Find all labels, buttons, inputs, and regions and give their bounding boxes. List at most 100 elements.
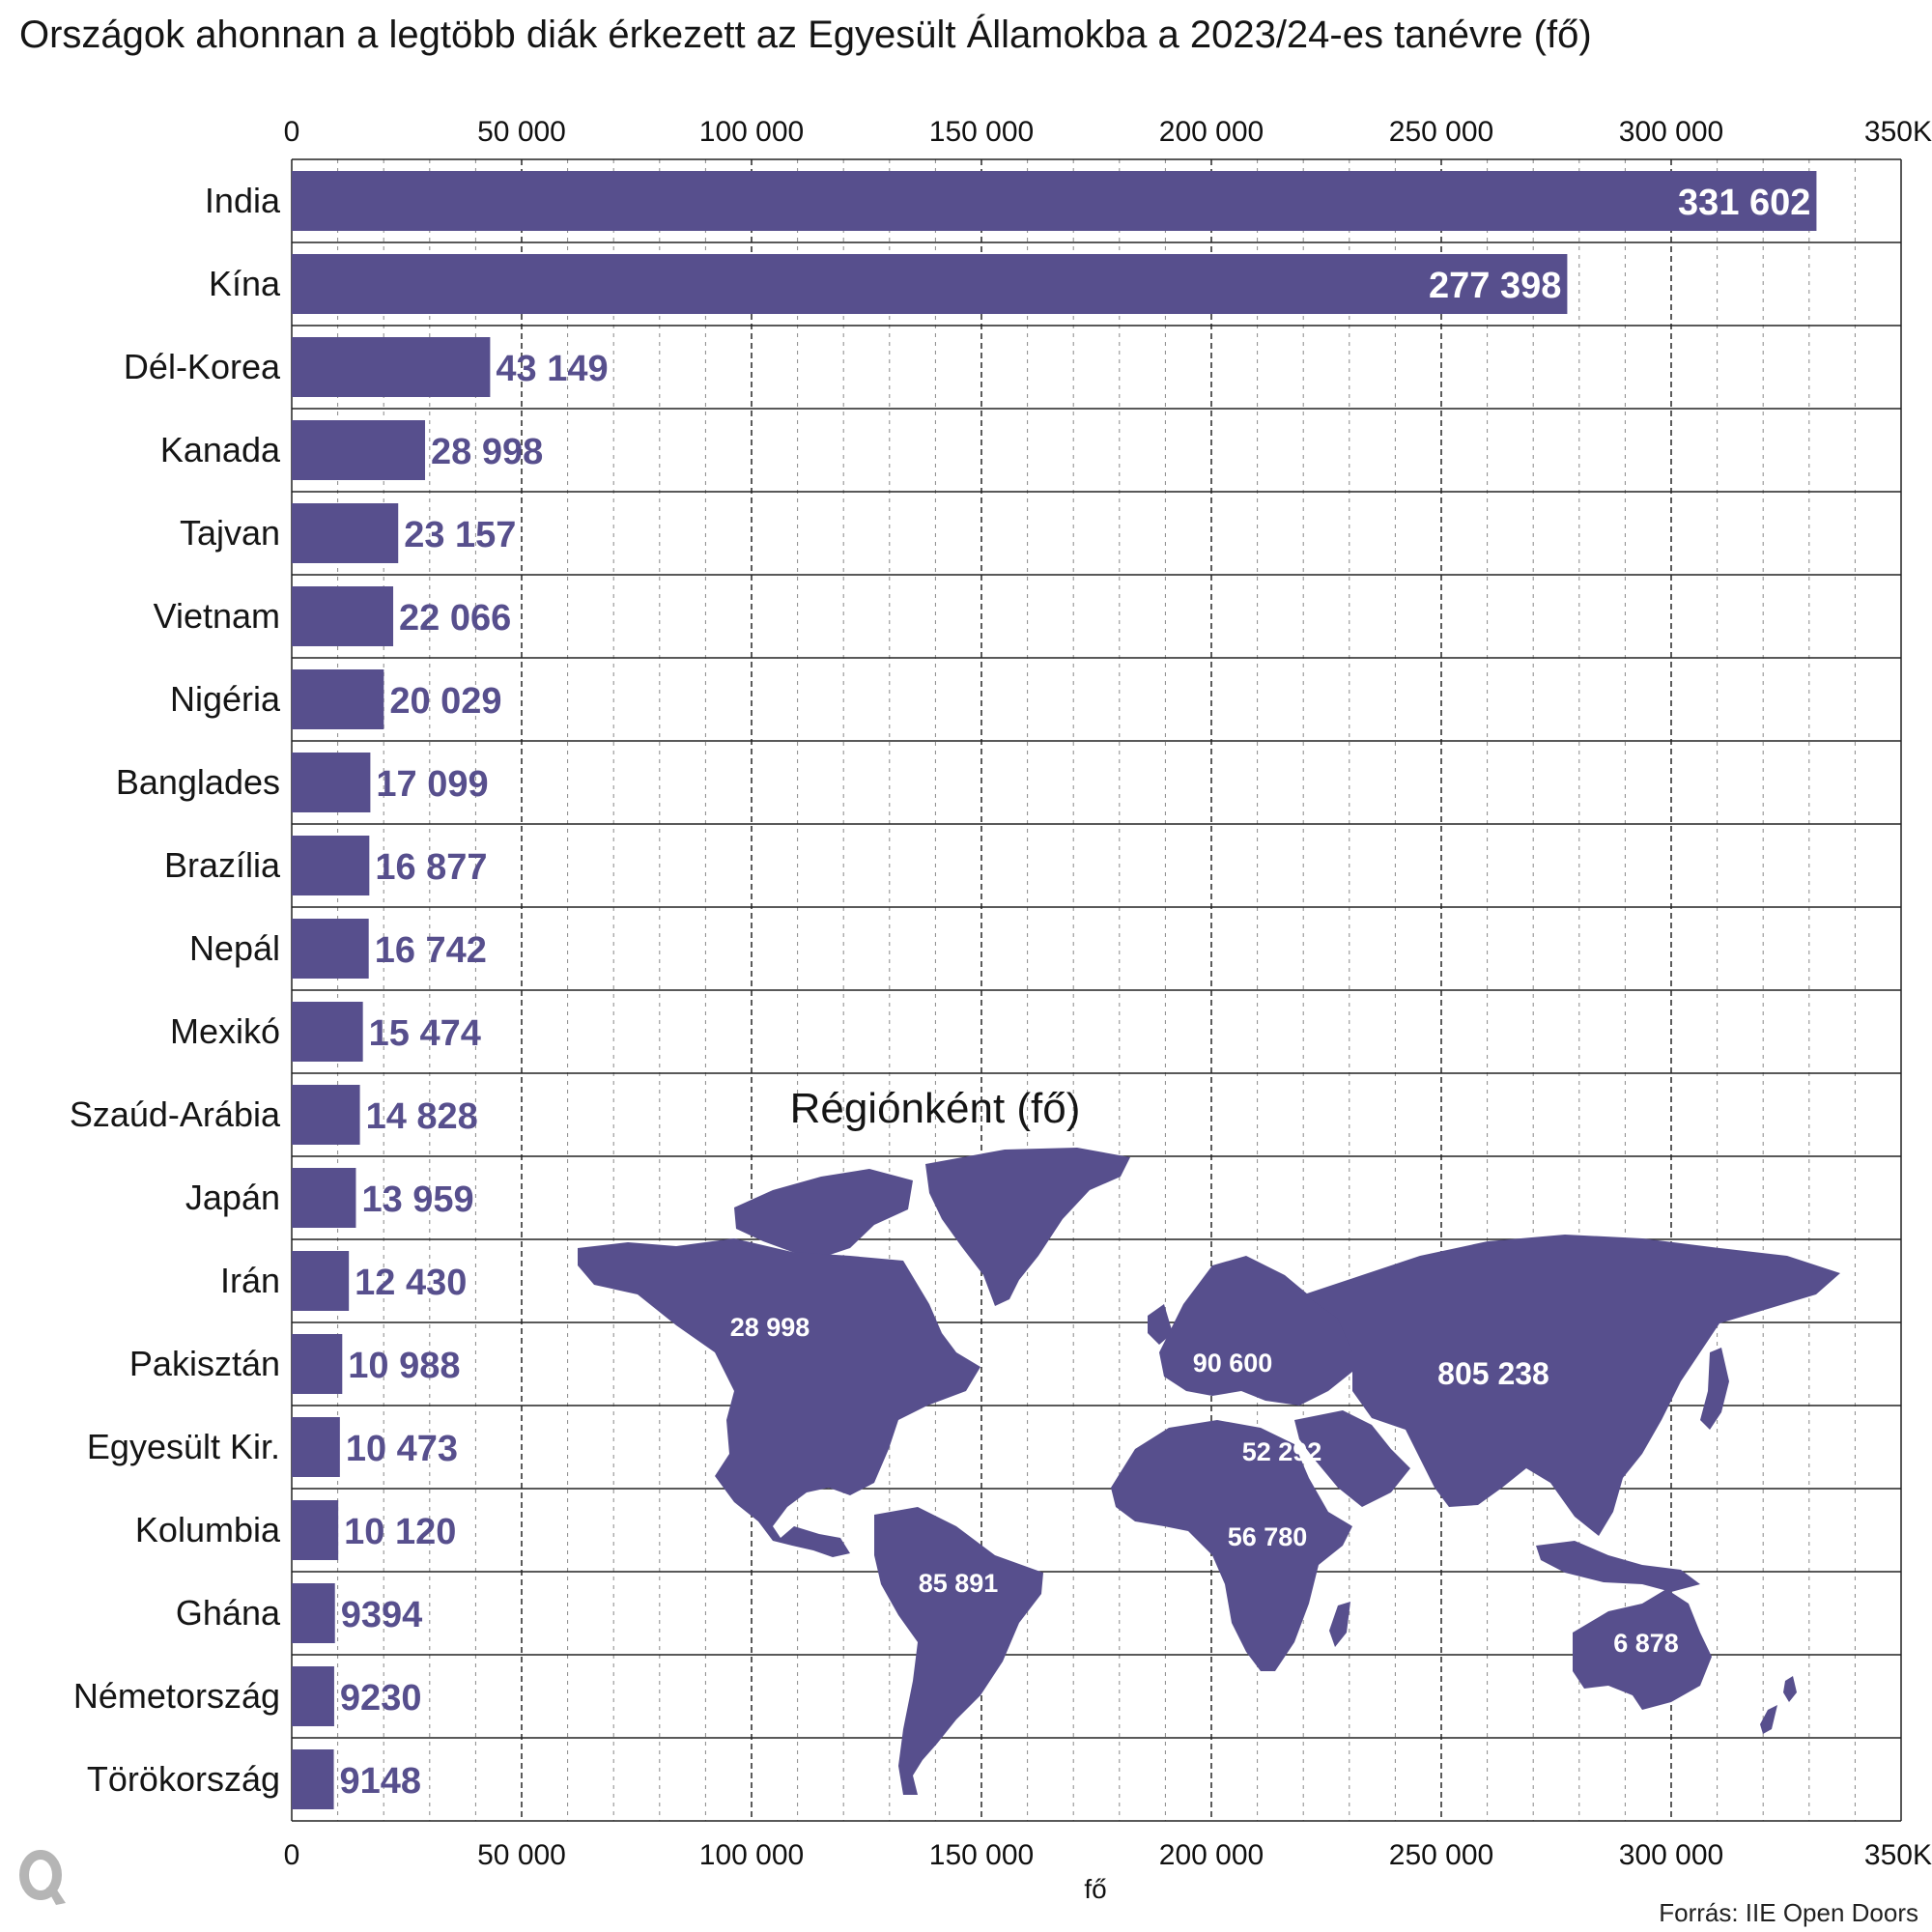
bar: [292, 171, 1817, 231]
value-label: 10 120: [344, 1512, 456, 1552]
bar: [292, 503, 399, 563]
x-tick-label-bottom: 250 000: [1389, 1839, 1493, 1871]
category-label: Japán: [185, 1178, 280, 1217]
value-label: 22 066: [399, 598, 511, 639]
bar: [292, 1666, 334, 1726]
bar: [292, 420, 426, 480]
x-tick-label-top: 200 000: [1159, 116, 1264, 148]
category-label: Vietnam: [154, 596, 280, 636]
map-australia: [1573, 1589, 1712, 1710]
category-label: Pakisztán: [129, 1344, 280, 1383]
x-tick-label-bottom: 300 000: [1619, 1839, 1723, 1871]
map-region-label: 6 878: [1613, 1629, 1679, 1658]
category-label: Tajvan: [180, 513, 280, 553]
bar: [292, 1002, 363, 1062]
map-arctic-islands: [734, 1169, 913, 1258]
category-label: Nigéria: [170, 679, 281, 719]
map-asia: [1304, 1235, 1840, 1536]
bar: [292, 1500, 339, 1560]
map-region-label: 56 780: [1228, 1522, 1308, 1551]
category-label: Brazília: [164, 845, 281, 885]
bar: [292, 1251, 350, 1311]
x-tick-label-top: 100 000: [699, 116, 804, 148]
category-label: Törökország: [87, 1759, 280, 1799]
bar-layer: [292, 171, 1817, 1809]
value-label: 14 828: [366, 1096, 478, 1137]
bar: [292, 337, 491, 397]
map-region-label: 85 891: [919, 1569, 999, 1598]
map-south-america: [874, 1507, 1043, 1795]
x-tick-label-bottom: 50 000: [477, 1839, 566, 1871]
bar: [292, 1085, 360, 1145]
category-label: Ghána: [176, 1593, 281, 1633]
x-tick-label-bottom: 200 000: [1159, 1839, 1264, 1871]
category-label: Egyesült Kir.: [87, 1427, 280, 1466]
x-tick-label-bottom: 150 000: [929, 1839, 1034, 1871]
value-label: 16 742: [375, 930, 487, 971]
bar: [292, 919, 369, 979]
bar: [292, 1168, 356, 1228]
source-note: Forrás: IIE Open Doors: [1659, 1898, 1918, 1927]
map-north-america: [578, 1238, 980, 1557]
bar: [292, 1417, 340, 1477]
value-label: 277 398: [1429, 266, 1561, 306]
chart-title: Országok ahonnan a legtöbb diák érkezett…: [19, 14, 1592, 56]
x-tick-label-top: 300 000: [1619, 116, 1723, 148]
label-layer: 0 0 50 000 50 000 100 000 100 000 150 000 150 0…: [70, 116, 1932, 1904]
x-tick-label-top: 250 000: [1389, 116, 1493, 148]
map-africa: [1111, 1420, 1352, 1671]
value-label: 15 474: [369, 1013, 481, 1054]
value-label: 10 473: [346, 1429, 458, 1469]
category-label: Mexikó: [170, 1011, 280, 1051]
category-label: India: [205, 181, 281, 220]
x-tick-label-top: 150 000: [929, 116, 1034, 148]
map-title: Régiónként (fő): [790, 1085, 1081, 1132]
category-label: Irán: [220, 1261, 280, 1300]
x-tick-label-bottom: 100 000: [699, 1839, 804, 1871]
category-label: Banglades: [116, 762, 280, 802]
bar: [292, 1583, 335, 1643]
map-se-asia-islands: [1536, 1541, 1700, 1592]
map-region-label: 805 238: [1437, 1356, 1549, 1391]
value-label: 17 099: [376, 764, 488, 805]
bar: [292, 1334, 343, 1394]
map-uk: [1148, 1304, 1173, 1345]
value-label: 16 877: [375, 847, 487, 888]
world-map: [578, 1148, 1840, 1795]
logo-q: [17, 1849, 68, 1914]
x-tick-label-top: 0: [284, 116, 300, 148]
category-label: Kolumbia: [135, 1510, 281, 1549]
value-label: 331 602: [1678, 183, 1810, 223]
category-label: Kína: [209, 264, 281, 303]
value-label: 43 149: [496, 349, 608, 389]
bar: [292, 586, 394, 646]
value-label: 13 959: [361, 1179, 473, 1220]
bar: [292, 254, 1568, 314]
x-tick-label-top: 350K: [1864, 116, 1932, 148]
value-label: 28 998: [431, 432, 543, 472]
map-arabia: [1294, 1410, 1410, 1507]
map-japan: [1700, 1348, 1729, 1430]
value-label: 9148: [340, 1761, 422, 1802]
category-label: Szaúd-Arábia: [70, 1094, 281, 1134]
bar: [292, 1749, 334, 1809]
x-tick-label-bottom: 0: [284, 1839, 300, 1871]
map-madagascar: [1329, 1602, 1350, 1647]
category-label: Kanada: [160, 430, 281, 469]
x-tick-label-bottom: 350K: [1864, 1839, 1932, 1871]
value-label: 20 029: [389, 681, 501, 722]
bar: [292, 836, 370, 895]
category-label: Dél-Korea: [124, 347, 281, 386]
map-region-label: 90 600: [1193, 1349, 1273, 1378]
x-axis-label: fő: [1084, 1874, 1106, 1904]
map-region-label: 52 292: [1242, 1437, 1322, 1466]
category-label: Nepál: [189, 928, 280, 968]
x-tick-label-top: 50 000: [477, 116, 566, 148]
value-label: 23 157: [404, 515, 516, 555]
map-europe: [1159, 1256, 1352, 1406]
value-label: 10 988: [348, 1346, 460, 1386]
bar: [292, 669, 384, 729]
value-label: 12 430: [355, 1263, 467, 1303]
value-label: 9394: [341, 1595, 423, 1635]
bar: [292, 753, 371, 812]
